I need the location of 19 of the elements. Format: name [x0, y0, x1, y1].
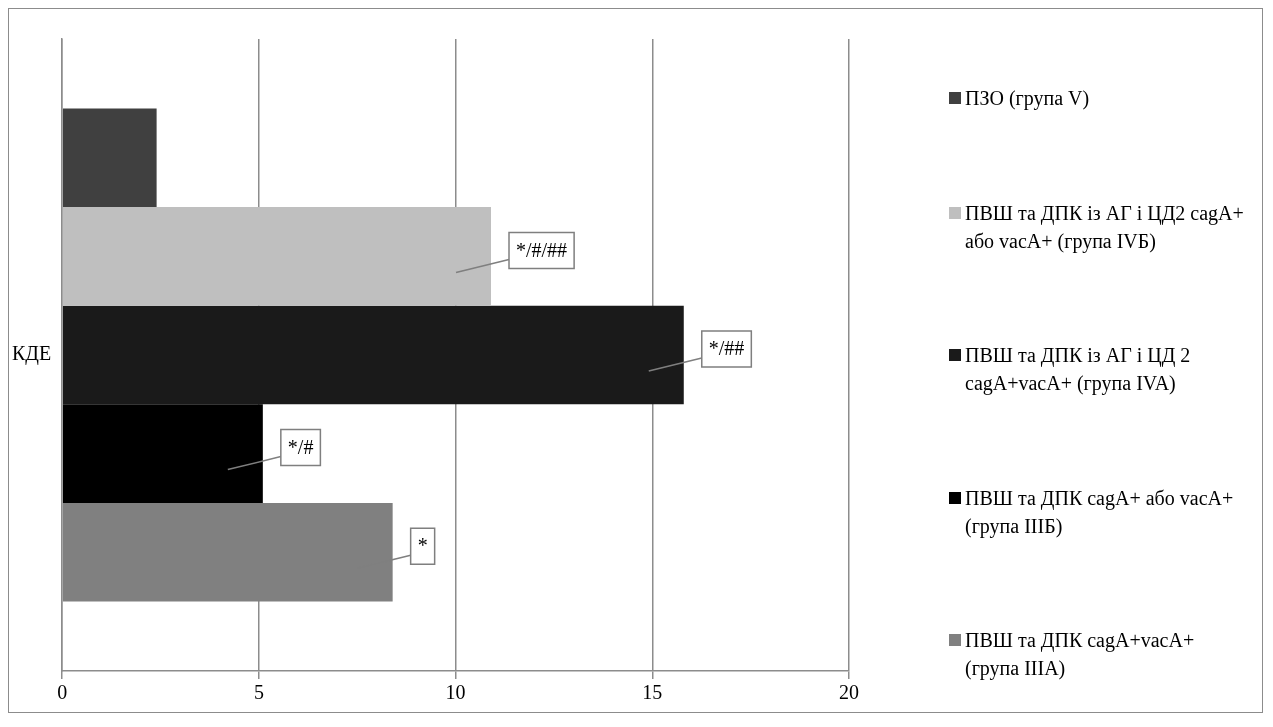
x-tick-label: 15: [642, 681, 663, 704]
x-tick-label: 10: [445, 681, 466, 704]
data-label: */##: [708, 337, 745, 360]
legend-label: ПВШ та ДПК із АГ і ЦД 2 cagA+vacA+ (група IVA): [965, 343, 1192, 397]
data-label: *: [417, 534, 428, 557]
legend-label: ПВШ та ДПК cagA+ або vacA+ (група IIIБ): [965, 485, 1235, 540]
data-label: */#/##: [516, 238, 568, 261]
bar: [62, 207, 492, 306]
legend-label: ПВШ та ДПК із АГ і ЦД2 cagA+ або vacA+ (група IVБ): [965, 200, 1245, 255]
data-label: */#: [287, 435, 314, 458]
bar: [62, 108, 157, 208]
bar: [62, 404, 263, 503]
x-tick-label: 5: [253, 681, 264, 704]
x-tick-label: 20: [839, 681, 859, 704]
legend-label: ПЗО (група V): [965, 86, 1090, 112]
bar: [62, 305, 684, 405]
y-tick-label: КДЕ: [12, 342, 52, 366]
x-tick-label: 0: [57, 681, 68, 704]
legend-label: ПВШ та ДПК cagA+vacA+ (група IIIA): [965, 628, 1196, 682]
